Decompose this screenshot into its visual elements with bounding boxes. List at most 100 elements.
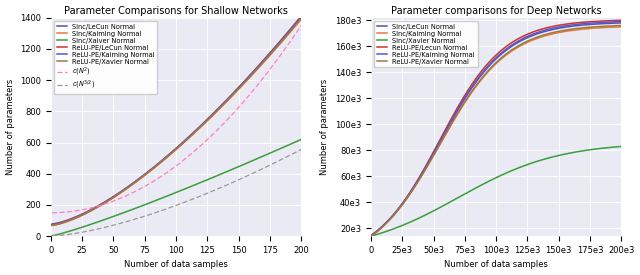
Legend: Sinc/LeCun Normal, Sinc/Kaiming Normal, Sinc/Xavier Normal, ReLU-PE/Lecun Normal: Sinc/LeCun Normal, Sinc/Kaiming Normal, … (374, 21, 477, 67)
$c(N^{3/2})$ (78, 230, 86, 234)
Line: ReLU-PE/Xavier Normal: ReLU-PE/Xavier Normal (371, 26, 621, 236)
ReLU-PE/Kaiming Normal (618, 20, 625, 23)
Sinc/Kaiming Normal (205, 118, 212, 121)
Sinc/Xavier Normal (618, 145, 625, 148)
Sinc/LeCun Normal (48, 223, 56, 227)
ReLU-PE/Xavier Normal (48, 224, 56, 227)
ReLU-PE/Xavier Normal (129, 182, 137, 185)
Sinc/Xaiver Normal (129, 208, 137, 211)
Sinc/LeCun Normal (397, 204, 405, 208)
ReLU-PE/Kaiming Normal (228, 93, 236, 97)
Sinc/Kaiming Normal (228, 95, 236, 98)
$c(N^2)$ (298, 24, 305, 27)
Y-axis label: Number of parameters: Number of parameters (6, 79, 15, 175)
ReLU-PE/Kaiming Normal (147, 168, 154, 171)
ReLU-PE/LeCun Normal (129, 182, 137, 185)
Line: ReLU-PE/Kaiming Normal: ReLU-PE/Kaiming Normal (371, 22, 621, 236)
Sinc/Kaiming Normal (78, 214, 86, 217)
Sinc/LeCun Normal (129, 182, 137, 185)
$c(N^2)$ (229, 112, 237, 115)
X-axis label: Number of data samples: Number of data samples (124, 260, 228, 270)
Sinc/Xaiver Normal (298, 138, 305, 141)
ReLU-PE/Xavier Normal (228, 94, 236, 97)
Sinc/Kaiming Normal (525, 40, 532, 43)
Sinc/Kaiming Normal (466, 93, 474, 96)
$c(N^2)$ (147, 181, 154, 185)
Sinc/Xaiver Normal (78, 226, 86, 229)
ReLU-PE/LeCun Normal (228, 93, 236, 96)
Sinc/LeCun Normal (147, 169, 154, 172)
ReLU-PE/Xavier Normal (298, 17, 305, 20)
Sinc/LeCun Normal (548, 28, 556, 31)
Sinc/Xaiver Normal (228, 168, 236, 171)
Sinc/Kaiming Normal (397, 205, 405, 208)
Line: ReLU-PE/LeCun Normal: ReLU-PE/LeCun Normal (52, 16, 301, 224)
Line: Sinc/Kaiming Normal: Sinc/Kaiming Normal (52, 19, 301, 226)
ReLU-PE/Kaiming Normal (397, 204, 405, 207)
Sinc/Xaiver Normal (147, 201, 154, 204)
ReLU-PE/Kaiming Normal (129, 182, 137, 185)
ReLU-PE/Lecun Normal (549, 25, 557, 28)
Sinc/Kaiming Normal (48, 224, 56, 227)
ReLU-PE/Kaiming Normal (205, 116, 212, 120)
Line: ReLU-PE/Xavier Normal: ReLU-PE/Xavier Normal (52, 18, 301, 225)
ReLU-PE/Kaiming Normal (367, 234, 375, 238)
ReLU-PE/Lecun Normal (525, 32, 532, 35)
$c(N^2)$ (228, 113, 236, 117)
$c(N^{3/2})$ (129, 218, 137, 221)
Line: Sinc/Xaiver Normal: Sinc/Xaiver Normal (52, 139, 301, 236)
Line: $c(N^2)$: $c(N^2)$ (52, 26, 301, 213)
Title: Parameter comparisons for Deep Networks: Parameter comparisons for Deep Networks (391, 6, 602, 16)
Sinc/LeCun Normal (205, 117, 212, 120)
ReLU-PE/Xavier Normal (147, 169, 154, 172)
ReLU-PE/Kaiming Normal (549, 27, 557, 30)
ReLU-PE/Kaiming Normal (525, 34, 532, 38)
ReLU-PE/Lecun Normal (548, 25, 556, 28)
ReLU-PE/LeCun Normal (229, 92, 237, 95)
ReLU-PE/Xavier Normal (229, 93, 237, 96)
ReLU-PE/Kaiming Normal (298, 15, 305, 19)
Sinc/LeCun Normal (525, 35, 532, 39)
ReLU-PE/Kaiming Normal (48, 223, 56, 226)
Sinc/Kaiming Normal (618, 25, 625, 29)
ReLU-PE/Kaiming Normal (548, 27, 556, 30)
ReLU-PE/LeCun Normal (78, 213, 86, 216)
ReLU-PE/LeCun Normal (298, 15, 305, 18)
ReLU-PE/Kaiming Normal (229, 92, 237, 95)
Sinc/Kaiming Normal (298, 18, 305, 21)
$c(N^{3/2})$ (298, 148, 305, 151)
Sinc/Kaiming Normal (549, 32, 557, 35)
Sinc/LeCun Normal (298, 16, 305, 19)
Line: Sinc/Kaiming Normal: Sinc/Kaiming Normal (371, 27, 621, 236)
Sinc/Kaiming Normal (449, 121, 456, 124)
Sinc/Xavier Normal (549, 155, 557, 158)
Sinc/Xavier Normal (367, 235, 375, 238)
ReLU-PE/Kaiming Normal (466, 88, 474, 91)
Sinc/Xavier Normal (466, 189, 474, 193)
$c(N^{3/2})$ (229, 181, 237, 184)
$c(N^2)$ (129, 191, 137, 194)
Sinc/LeCun Normal (228, 94, 236, 97)
$c(N^{3/2})$ (48, 234, 56, 238)
Sinc/Kaiming Normal (229, 93, 237, 97)
Line: ReLU-PE/Kaiming Normal: ReLU-PE/Kaiming Normal (52, 17, 301, 224)
$c(N^{3/2})$ (205, 191, 212, 194)
$c(N^2)$ (78, 208, 86, 211)
ReLU-PE/Xavier Normal (618, 24, 625, 27)
$c(N^{3/2})$ (147, 213, 154, 216)
ReLU-PE/Xavier Normal (549, 31, 557, 34)
ReLU-PE/LeCun Normal (48, 222, 56, 226)
Sinc/Xaiver Normal (229, 167, 237, 170)
Sinc/Xavier Normal (548, 156, 556, 159)
$c(N^{3/2})$ (228, 181, 236, 185)
Sinc/Kaiming Normal (147, 169, 154, 172)
$c(N^2)$ (48, 211, 56, 215)
Sinc/LeCun Normal (78, 213, 86, 216)
X-axis label: Number of data samples: Number of data samples (444, 260, 548, 270)
ReLU-PE/Lecun Normal (397, 204, 405, 207)
Line: $c(N^{3/2})$: $c(N^{3/2})$ (52, 149, 301, 236)
Sinc/Kaiming Normal (548, 32, 556, 36)
Line: Sinc/Xavier Normal: Sinc/Xavier Normal (371, 147, 621, 236)
ReLU-PE/Xavier Normal (78, 213, 86, 217)
ReLU-PE/LeCun Normal (205, 116, 212, 120)
